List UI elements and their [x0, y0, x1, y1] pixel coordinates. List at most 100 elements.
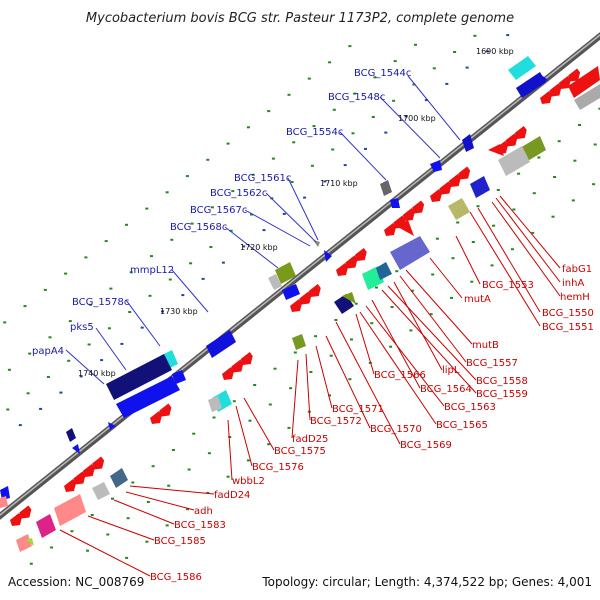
- gene-label[interactable]: mutB: [472, 340, 499, 351]
- gene-forward-bcg1567c[interactable]: [324, 250, 332, 262]
- gene-forward-bcg1568c-b[interactable]: [268, 274, 282, 290]
- gene-reverse-bcg1585[interactable]: [54, 494, 86, 526]
- gene-label[interactable]: inhA: [562, 278, 584, 289]
- reverse-gene-arrow[interactable]: [308, 284, 321, 297]
- gene-label[interactable]: papA4: [32, 346, 64, 357]
- reverse-gene-arrow[interactable]: [540, 91, 552, 104]
- gene-label[interactable]: BCG_1575: [274, 446, 326, 457]
- reverse-gene-arrow[interactable]: [345, 255, 358, 269]
- gene-label[interactable]: BCG_1551: [542, 322, 594, 333]
- reverse-gene-arrow[interactable]: [82, 464, 95, 477]
- reverse-gene-arrow[interactable]: [549, 83, 562, 97]
- gene-forward-mmpl12[interactable]: [206, 330, 236, 358]
- reverse-gene-arrow[interactable]: [568, 68, 581, 82]
- gene-label[interactable]: BCG_1558: [476, 376, 528, 387]
- gene-reverse-muta[interactable]: [448, 198, 470, 220]
- gene-label[interactable]: BCG_1562c: [210, 188, 267, 199]
- gene-forward-e[interactable]: [66, 428, 76, 442]
- gene-reverse-bcg1583[interactable]: [92, 482, 110, 500]
- gene-label[interactable]: BCG_1553: [482, 280, 534, 291]
- gene-label[interactable]: pks5: [70, 322, 94, 333]
- reverse-gene-arrow[interactable]: [336, 263, 348, 276]
- gene-reverse-bcg1558[interactable]: [376, 262, 392, 280]
- gene-forward-papa4[interactable]: [108, 422, 116, 430]
- gene-forward-bcg1568c-a[interactable]: [275, 262, 296, 284]
- reverse-gene-arrow[interactable]: [514, 126, 527, 139]
- gene-label[interactable]: BCG_1583: [174, 520, 226, 531]
- gene-label[interactable]: BCG_1586: [150, 572, 202, 583]
- gene-label[interactable]: BCG_1576: [252, 462, 304, 473]
- reverse-gene-arrow[interactable]: [231, 359, 244, 373]
- gene-reverse-fadd24[interactable]: [208, 396, 222, 412]
- gene-label[interactable]: hemH: [560, 292, 590, 303]
- gene-label[interactable]: fadD24: [214, 490, 250, 501]
- reverse-gene-arrow[interactable]: [402, 208, 415, 221]
- gene-forward-bcg1561c[interactable]: [380, 180, 392, 196]
- gene-label[interactable]: BCG_1585: [154, 536, 206, 547]
- gene-label[interactable]: BCG_1557: [466, 358, 518, 369]
- reverse-gene-arrow[interactable]: [393, 215, 406, 229]
- gene-reverse-bcg1586[interactable]: [36, 514, 56, 538]
- gene-forward-d[interactable]: [172, 370, 186, 384]
- gene-forward-bcg1554c[interactable]: [430, 160, 442, 172]
- gene-forward-f[interactable]: [72, 444, 80, 454]
- gene-label[interactable]: adh: [194, 506, 213, 517]
- gene-reverse-bcg1553[interactable]: [470, 176, 490, 198]
- reverse-gene-arrow[interactable]: [222, 367, 234, 380]
- gene-forward-g[interactable]: [0, 486, 10, 500]
- gene-label[interactable]: BCG_1564: [420, 384, 472, 395]
- gene-label[interactable]: BCG_1544c: [354, 68, 411, 79]
- gene-label[interactable]: BCG_1566: [374, 370, 426, 381]
- reverse-gene-arrow[interactable]: [240, 352, 253, 365]
- reverse-gene-arrow[interactable]: [496, 141, 508, 154]
- gene-label[interactable]: wbbL2: [232, 476, 265, 487]
- gene-reverse-fabg1[interactable]: [568, 66, 600, 98]
- reverse-gene-arrow[interactable]: [150, 411, 162, 424]
- reverse-gene-arrow[interactable]: [299, 291, 312, 305]
- gene-label[interactable]: BCG_1563: [444, 402, 496, 413]
- gene-label[interactable]: BCG_1554c: [286, 127, 343, 138]
- gene-label[interactable]: fadD25: [292, 434, 328, 445]
- gene-label[interactable]: BCG_1548c: [328, 92, 385, 103]
- reverse-gene-arrow[interactable]: [354, 248, 367, 261]
- gene-label[interactable]: BCG_1561c: [234, 173, 291, 184]
- gene-label[interactable]: BCG_1559: [476, 389, 528, 400]
- reverse-gene-arrow[interactable]: [290, 299, 302, 312]
- reverse-gene-arrow[interactable]: [412, 200, 425, 214]
- reverse-gene-arrow[interactable]: [10, 513, 22, 526]
- gene-forward-a[interactable]: [462, 134, 474, 152]
- reverse-gene-arrow[interactable]: [430, 189, 442, 202]
- gene-label[interactable]: BCG_1567c: [190, 205, 247, 216]
- gene-label[interactable]: mutA: [464, 294, 491, 305]
- gene-reverse-i[interactable]: [26, 538, 34, 546]
- gene-reverse-adh[interactable]: [110, 468, 128, 488]
- gene-label[interactable]: BCG_1572: [310, 416, 362, 427]
- gene-label[interactable]: BCG_1578c: [72, 297, 129, 308]
- gene-label[interactable]: fabG1: [562, 264, 592, 275]
- gene-forward-pks5[interactable]: [106, 354, 172, 400]
- gene-forward-bcg1548c-block[interactable]: [516, 72, 546, 98]
- gene-forward-bcg1544c[interactable]: [508, 56, 536, 80]
- reverse-gene-arrow[interactable]: [19, 505, 32, 519]
- gene-forward-pks5b[interactable]: [116, 376, 180, 418]
- gene-reverse-bcg1571[interactable]: [292, 334, 306, 350]
- reverse-gene-arrow[interactable]: [384, 223, 396, 236]
- gene-forward-bcg1562c[interactable]: [313, 240, 320, 247]
- gene-label[interactable]: BCG_1569: [400, 440, 452, 451]
- gene-label[interactable]: mmpL12: [130, 265, 174, 276]
- reverse-gene-arrow[interactable]: [73, 471, 86, 485]
- reverse-gene-arrow[interactable]: [64, 479, 76, 492]
- reverse-gene-arrow[interactable]: [458, 166, 471, 180]
- gene-reverse-inha[interactable]: [574, 84, 600, 110]
- gene-label[interactable]: BCG_1571: [332, 404, 384, 415]
- gene-label[interactable]: lipL: [442, 365, 460, 376]
- gene-reverse-h[interactable]: [16, 534, 32, 552]
- reverse-gene-arrow[interactable]: [92, 456, 105, 470]
- gene-reverse-j[interactable]: [0, 496, 8, 508]
- reverse-gene-arrow[interactable]: [558, 76, 571, 89]
- gene-label[interactable]: BCG_1565: [436, 420, 488, 431]
- reverse-gene-arrow[interactable]: [448, 174, 461, 187]
- gene-reverse-bcg1550[interactable]: [498, 146, 530, 176]
- reverse-gene-arrow[interactable]: [439, 181, 452, 195]
- gene-reverse-mutb[interactable]: [390, 236, 430, 270]
